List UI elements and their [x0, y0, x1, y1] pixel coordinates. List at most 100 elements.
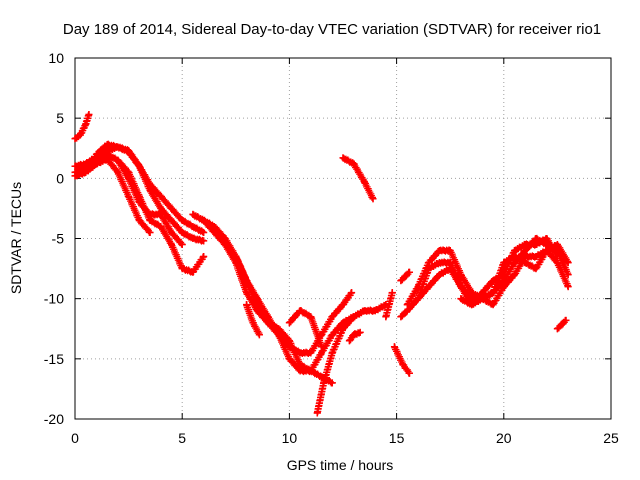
- data-point: [285, 319, 293, 327]
- data-point: [500, 271, 508, 279]
- series-arc-16: [390, 343, 413, 377]
- data-point: [446, 247, 454, 255]
- data-point: [307, 349, 315, 357]
- data-point: [350, 160, 358, 168]
- data-point: [564, 283, 572, 291]
- data-point: [189, 222, 197, 230]
- data-point: [356, 328, 364, 336]
- data-point: [296, 307, 304, 315]
- data-point: [210, 228, 218, 236]
- data-point: [221, 241, 229, 249]
- data-point: [71, 135, 79, 143]
- data-point: [82, 120, 90, 128]
- data-point: [468, 301, 476, 309]
- data-point: [249, 319, 257, 327]
- data-point: [285, 355, 293, 363]
- data-point: [328, 349, 336, 357]
- data-point: [253, 295, 261, 303]
- series-arc-01: [71, 111, 93, 143]
- data-point: [125, 192, 133, 200]
- data-point: [200, 253, 208, 261]
- data-point: [399, 361, 407, 369]
- data-point: [339, 325, 347, 333]
- data-point: [71, 172, 79, 180]
- data-point: [178, 241, 186, 249]
- data-point: [157, 204, 165, 212]
- point-markers: [232, 253, 336, 387]
- data-point: [435, 247, 443, 255]
- data-point: [167, 204, 175, 212]
- data-point: [92, 150, 100, 158]
- data-point: [553, 325, 561, 333]
- data-point: [200, 237, 208, 245]
- data-point: [114, 168, 122, 176]
- data-point: [500, 277, 508, 285]
- data-point: [414, 295, 422, 303]
- data-point: [457, 295, 465, 303]
- data-point: [489, 301, 497, 309]
- data-point: [135, 192, 143, 200]
- data-point: [345, 337, 353, 345]
- data-point: [403, 307, 411, 315]
- data-point: [446, 265, 454, 273]
- data-point: [435, 259, 443, 267]
- data-point: [178, 216, 186, 224]
- x-tick-label: 15: [389, 430, 405, 446]
- data-point: [85, 111, 93, 119]
- point-markers: [345, 328, 364, 345]
- data-points: [71, 111, 572, 417]
- data-point: [307, 367, 315, 375]
- series-arc-21: [397, 268, 413, 285]
- data-point: [189, 235, 197, 242]
- y-tick-label: 0: [56, 170, 64, 186]
- data-point: [468, 289, 476, 297]
- data-point: [114, 143, 122, 151]
- x-tick-label: 25: [603, 430, 619, 446]
- data-point: [318, 343, 326, 351]
- data-point: [157, 192, 165, 200]
- series-arc-04: [71, 155, 154, 236]
- series-arc-09: [232, 253, 336, 387]
- data-point: [167, 241, 175, 249]
- y-tick-label: -15: [44, 351, 64, 367]
- data-point: [397, 277, 405, 285]
- data-point: [189, 268, 197, 276]
- data-point: [543, 247, 551, 255]
- data-point: [532, 241, 540, 249]
- data-point: [243, 289, 251, 297]
- data-point: [157, 222, 165, 230]
- data-point: [397, 313, 405, 321]
- data-point: [360, 307, 368, 315]
- axis-ticks: [74, 57, 612, 420]
- data-point: [339, 301, 347, 309]
- data-point: [135, 162, 143, 170]
- data-point: [243, 277, 251, 285]
- data-point: [264, 313, 272, 321]
- data-point: [296, 367, 304, 375]
- data-point: [388, 289, 396, 297]
- y-tick-label: 5: [56, 110, 64, 126]
- point-markers: [553, 316, 570, 333]
- data-point: [167, 228, 175, 236]
- data-point: [114, 156, 122, 164]
- data-point: [146, 216, 154, 224]
- data-point: [125, 168, 133, 176]
- data-point: [275, 331, 283, 339]
- series-arc-13: [339, 154, 377, 203]
- x-tick-label: 10: [282, 430, 298, 446]
- data-point: [369, 195, 377, 203]
- data-point: [564, 271, 572, 279]
- data-point: [76, 131, 84, 139]
- data-point: [489, 289, 497, 297]
- series-arc-11: [285, 307, 326, 351]
- data-point: [307, 313, 315, 321]
- data-point: [405, 369, 413, 377]
- data-point: [425, 259, 433, 267]
- data-point: [318, 373, 326, 381]
- data-point: [425, 283, 433, 291]
- series-arc-06: [114, 156, 208, 276]
- data-point: [435, 271, 443, 279]
- x-tick-label: 5: [178, 430, 186, 446]
- data-point: [328, 379, 336, 387]
